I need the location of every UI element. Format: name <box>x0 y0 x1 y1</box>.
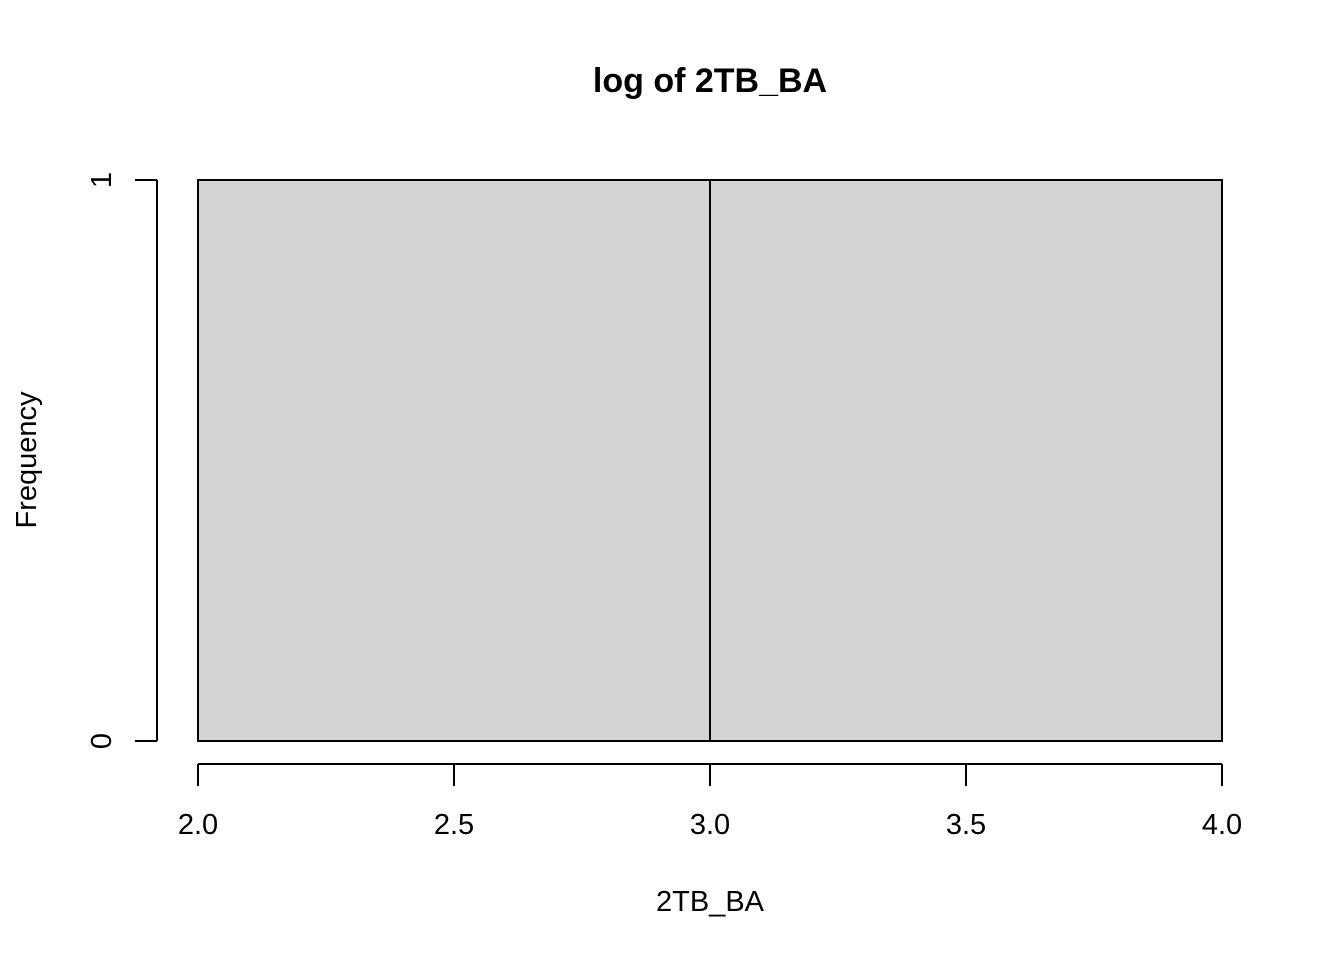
y-axis-label: Frequency <box>11 391 43 529</box>
x-tick-label: 4.0 <box>1202 809 1242 841</box>
x-tick-label: 3.5 <box>946 809 986 841</box>
x-tick-label: 2.5 <box>434 809 474 841</box>
x-tick-label: 2.0 <box>178 809 218 841</box>
x-tick-label: 3.0 <box>690 809 730 841</box>
x-axis: 2.0 2.5 3.0 3.5 4.0 <box>178 763 1242 841</box>
histogram-bars <box>197 179 1223 742</box>
chart-title: log of 2TB_BA <box>593 62 827 100</box>
y-tick-label: 1 <box>86 172 118 188</box>
x-axis-label: 2TB_BA <box>656 886 765 918</box>
histogram-bar-1 <box>197 179 711 742</box>
histogram-bar-2 <box>709 179 1223 742</box>
y-tick-label: 0 <box>86 733 118 749</box>
y-axis: 01 <box>86 172 158 749</box>
